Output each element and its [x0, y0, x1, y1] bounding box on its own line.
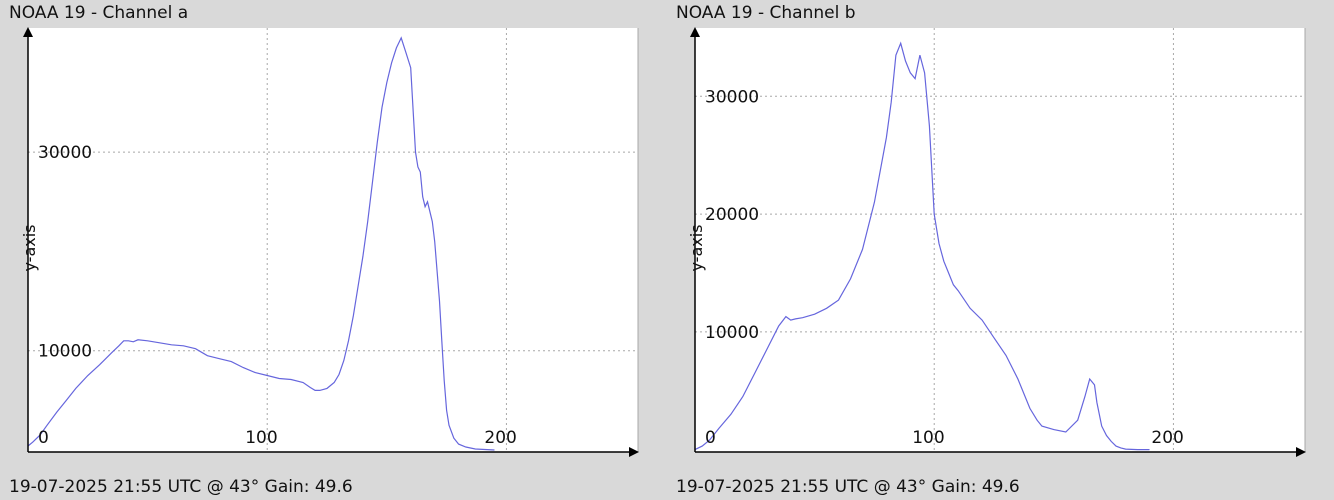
y-tick-label: 30000 — [705, 87, 759, 107]
y-tick-label: 20000 — [705, 205, 759, 225]
channel-a-panel: NOAA 19 - Channel a 0 100 200 10000 30000 y-… — [9, 3, 639, 497]
chart-title: NOAA 19 - Channel b — [676, 3, 856, 23]
x-tick-label: 200 — [484, 428, 516, 448]
series-line — [27, 36, 495, 451]
chart-footer: 19-07-2025 21:55 UTC @ 43° Gain: 49.6 — [676, 477, 1020, 497]
series-line — [694, 41, 1150, 451]
y-tick-label: 10000 — [705, 323, 759, 343]
plot-area — [28, 28, 638, 452]
x-tick-label: 100 — [912, 428, 944, 448]
x-axis-arrow — [629, 447, 639, 457]
y-axis-arrow — [23, 27, 33, 37]
chart-title: NOAA 19 - Channel a — [9, 3, 189, 23]
y-axis-arrow — [690, 27, 700, 37]
x-tick-label: 0 — [38, 428, 49, 448]
channel-a-plot: 0 100 200 10000 30000 — [23, 27, 639, 457]
chart-footer: 19-07-2025 21:55 UTC @ 43° Gain: 49.6 — [9, 477, 353, 497]
y-axis-label: y-axis — [20, 224, 40, 272]
x-tick-label: 200 — [1151, 428, 1183, 448]
y-tick-label: 10000 — [38, 342, 92, 362]
plot-area — [695, 28, 1305, 452]
y-axis-label: y-axis — [687, 224, 707, 272]
x-axis-arrow — [1296, 447, 1306, 457]
y-tick-label: 30000 — [38, 143, 92, 163]
x-tick-label: 100 — [245, 428, 277, 448]
channel-b-panel: NOAA 19 - Channel b 0 100 200 10000 20000 300… — [667, 0, 1334, 500]
x-tick-label: 0 — [705, 428, 716, 448]
channel-b-plot: 0 100 200 10000 20000 30000 — [690, 27, 1306, 457]
